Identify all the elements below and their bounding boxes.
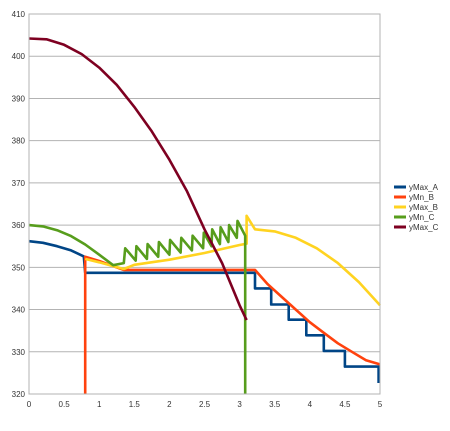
legend-label-yMax_A: yMax_A	[409, 183, 439, 192]
legend-label-yMn_B: yMn_B	[409, 193, 434, 202]
x-axis-tick-labels: 0 0.5 1 1.5 2 2.5 3 3.5 4 4.5 5	[27, 400, 383, 409]
y-tick-label: 400	[12, 52, 26, 61]
y-tick-label: 330	[12, 348, 26, 357]
x-tick-label: 3	[237, 400, 242, 409]
y-tick-label: 340	[12, 306, 26, 315]
y-tick-label: 360	[12, 221, 26, 230]
x-tick-label: 4.5	[339, 400, 351, 409]
legend-swatch-yMn_B	[394, 195, 406, 199]
y-tick-label: 410	[12, 10, 26, 19]
plot-border	[28, 13, 381, 395]
y-axis-tick-labels: 320 330 340 350 360 370 380 390 400 410	[12, 10, 26, 399]
x-tick-label: 4	[308, 400, 313, 409]
y-tick-label: 390	[12, 94, 26, 103]
x-tick-label: 0.5	[59, 400, 71, 409]
x-tick-label: 1	[97, 400, 102, 409]
x-tick-label: 5	[378, 400, 383, 409]
x-tick-label: 3.5	[269, 400, 281, 409]
legend-label-yMax_C: yMax_C	[409, 223, 439, 232]
series-line-yMax_C	[28, 37, 248, 321]
legend-swatch-yMn_C	[394, 215, 406, 219]
legend-swatch-yMax_C	[394, 225, 406, 229]
legend-swatch-yMax_B	[394, 205, 406, 209]
series-lines	[28, 37, 381, 394]
plot-frame	[28, 13, 381, 395]
x-tick-label: 1.5	[129, 400, 141, 409]
legend-label-yMax_B: yMax_B	[409, 203, 438, 212]
x-tick-label: 0	[27, 400, 32, 409]
y-tick-label: 350	[12, 263, 26, 272]
x-tick-label: 2.5	[199, 400, 211, 409]
series-line-yMax_A	[28, 239, 380, 383]
legend-label-yMn_C: yMn_C	[409, 213, 435, 222]
y-tick-label: 320	[12, 390, 26, 399]
series-line-yMn_C	[28, 219, 247, 394]
y-tick-label: 380	[12, 137, 26, 146]
x-tick-label: 2	[167, 400, 172, 409]
series-line-yMax_B	[84, 214, 381, 307]
series-line-yMn_B	[83, 255, 381, 394]
y-tick-label: 370	[12, 179, 26, 188]
legend-swatch-yMax_A	[394, 185, 406, 189]
